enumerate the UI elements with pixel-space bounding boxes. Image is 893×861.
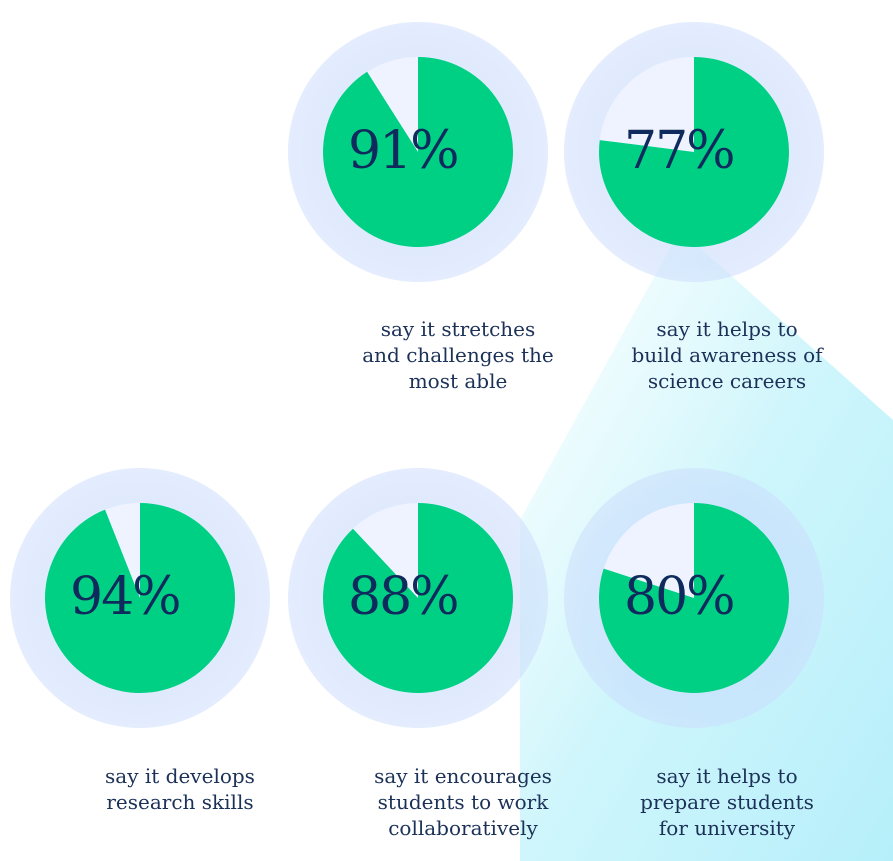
percentage-label: 91% xyxy=(348,121,460,181)
pie-slice-value xyxy=(599,57,789,247)
pie-chart xyxy=(599,503,789,693)
pie-slice-value xyxy=(599,503,789,693)
stat-card-1: 91% xyxy=(288,22,548,282)
percentage-label: 88% xyxy=(348,567,460,627)
pie-slice-value xyxy=(323,57,513,247)
pie-chart xyxy=(323,503,513,693)
pie-chart xyxy=(599,57,789,247)
stat-card-4: 88% xyxy=(288,468,548,728)
pie-slice-value xyxy=(45,503,235,693)
caption-line: collaboratively xyxy=(388,816,538,840)
caption-line: research skills xyxy=(106,790,254,814)
caption-2: say it helps to build awareness of scien… xyxy=(597,316,857,394)
percentage-label: 94% xyxy=(70,567,182,627)
caption-line: students to work xyxy=(377,790,549,814)
caption-line: say it encourages xyxy=(374,764,552,788)
caption-line: say it helps to xyxy=(656,317,798,341)
caption-line: for university xyxy=(658,816,796,840)
caption-line: say it helps to xyxy=(656,764,798,788)
percentage-label: 80% xyxy=(624,567,736,627)
percentage-label: 77% xyxy=(624,121,736,181)
caption-line: and challenges the xyxy=(362,343,554,367)
caption-5: say it helps to prepare students for uni… xyxy=(597,763,857,841)
caption-line: most able xyxy=(408,369,508,393)
caption-4: say it encourages students to work colla… xyxy=(333,763,593,841)
pie-slice-value xyxy=(323,503,513,693)
caption-1: say it stretches and challenges the most… xyxy=(328,316,588,394)
pie-chart xyxy=(45,503,235,693)
caption-line: science careers xyxy=(647,369,807,393)
caption-line: prepare students xyxy=(640,790,814,814)
caption-line: build awareness of xyxy=(631,343,823,367)
caption-line: say it develops xyxy=(105,764,255,788)
caption-3: say it develops research skills xyxy=(50,763,310,815)
caption-line: say it stretches xyxy=(380,317,536,341)
pie-chart xyxy=(323,57,513,247)
stat-card-3: 94% xyxy=(10,468,270,728)
stat-card-5: 80% xyxy=(564,468,824,728)
stat-card-2: 77% xyxy=(564,22,824,282)
